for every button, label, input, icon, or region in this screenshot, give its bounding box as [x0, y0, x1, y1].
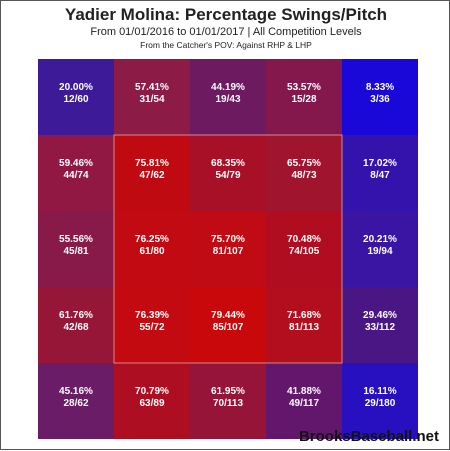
cell-count-label: 74/105: [289, 246, 320, 257]
cell-count-label: 19/94: [367, 246, 392, 257]
cell-count-label: 12/60: [63, 94, 88, 105]
cell-count-label: 63/89: [139, 398, 164, 409]
heatmap-cell-r1-c1: [114, 135, 190, 211]
cell-percent-label: 61.95%: [211, 386, 245, 397]
cell-percent-label: 68.35%: [211, 158, 245, 169]
heatmap-cell-r0-c3: [266, 59, 342, 135]
heatmap-cell-r3-c3: [266, 287, 342, 363]
brand-logo-text: BrooksBaseball.net: [298, 428, 439, 445]
heatmap-cell-r4-c0: [38, 363, 114, 439]
cell-count-label: 33/112: [365, 322, 395, 333]
heatmap-cell-r0-c4: [342, 59, 418, 135]
strike-zone-outline: [113, 134, 343, 364]
heatmap-cell-r1-c2: [190, 135, 266, 211]
heatmap-cell-r2-c3: [266, 211, 342, 287]
cell-percent-label: 16.11%: [363, 386, 396, 397]
cell-count-label: 55/72: [139, 322, 164, 333]
cell-percent-label: 76.39%: [135, 310, 169, 321]
cell-count-label: 3/36: [370, 94, 390, 105]
cell-percent-label: 44.19%: [211, 82, 245, 93]
cell-count-label: 49/117: [289, 398, 319, 409]
cell-percent-label: 20.00%: [59, 82, 93, 93]
cell-percent-label: 70.79%: [135, 386, 169, 397]
heatmap-cell-r0-c1: [114, 59, 190, 135]
cell-percent-label: 59.46%: [59, 158, 93, 169]
cell-count-label: 15/28: [291, 94, 316, 105]
heatmap-cell-r1-c3: [266, 135, 342, 211]
cell-percent-label: 79.44%: [211, 310, 245, 321]
cell-percent-label: 70.48%: [287, 234, 321, 245]
heatmap-cell-r3-c0: [38, 287, 114, 363]
cell-percent-label: 76.25%: [135, 234, 169, 245]
cell-count-label: 70/113: [213, 398, 243, 409]
cell-percent-label: 17.02%: [363, 158, 397, 169]
cell-count-label: 44/74: [63, 170, 88, 181]
cell-count-label: 31/54: [139, 94, 164, 105]
heatmap-cell-r2-c0: [38, 211, 114, 287]
cell-percent-label: 8.33%: [366, 82, 394, 93]
heatmap-cell-r0-c2: [190, 59, 266, 135]
cell-percent-label: 41.88%: [287, 386, 321, 397]
cell-count-label: 85/107: [213, 322, 244, 333]
heatmap-cell-r1-c0: [38, 135, 114, 211]
cell-count-label: 81/107: [213, 246, 244, 257]
chart-title: Yadier Molina: Percentage Swings/Pitch: [64, 5, 388, 24]
heatmap-cell-r4-c4: [342, 363, 418, 439]
cell-count-label: 28/62: [63, 398, 88, 409]
heatmap-cell-r3-c1: [114, 287, 190, 363]
cell-percent-label: 75.81%: [135, 158, 169, 169]
heatmap-cell-r2-c4: [342, 211, 418, 287]
cell-count-label: 81/113: [289, 322, 319, 333]
heatmap-cell-r4-c3: [266, 363, 342, 439]
cell-count-label: 47/62: [139, 170, 164, 181]
cell-percent-label: 75.70%: [211, 234, 245, 245]
chart-subtitle: From 01/01/2016 to 01/01/2017 | All Comp…: [90, 26, 362, 38]
heatmap-cell-r1-c4: [342, 135, 418, 211]
heatmap-cell-r2-c2: [190, 211, 266, 287]
cell-count-label: 54/79: [215, 170, 240, 181]
heatmap-cell-r2-c1: [114, 211, 190, 287]
cell-percent-label: 65.75%: [287, 158, 321, 169]
cell-percent-label: 61.76%: [59, 310, 93, 321]
cell-percent-label: 57.41%: [135, 82, 169, 93]
cell-percent-label: 71.68%: [287, 310, 321, 321]
cell-count-label: 29/180: [365, 398, 396, 409]
cell-percent-label: 55.56%: [59, 234, 93, 245]
cell-percent-label: 20.21%: [363, 234, 397, 245]
heatmap-cell-r3-c2: [190, 287, 266, 363]
cell-count-label: 8/47: [370, 170, 390, 181]
cell-count-label: 19/43: [215, 94, 240, 105]
cell-percent-label: 29.46%: [363, 310, 397, 321]
cell-count-label: 61/80: [139, 246, 164, 257]
cell-count-label: 45/81: [63, 246, 88, 257]
heatmap-cell-r3-c4: [342, 287, 418, 363]
chart-pov-note: From the Catcher's POV: Against RHP & LH…: [140, 40, 312, 50]
heatmap-cell-r4-c1: [114, 363, 190, 439]
cell-count-label: 48/73: [291, 170, 316, 181]
heatmap-cell-r0-c0: [38, 59, 114, 135]
cell-percent-label: 45.16%: [59, 386, 93, 397]
heatmap-cell-r4-c2: [190, 363, 266, 439]
cell-percent-label: 53.57%: [287, 82, 321, 93]
cell-count-label: 42/68: [63, 322, 88, 333]
